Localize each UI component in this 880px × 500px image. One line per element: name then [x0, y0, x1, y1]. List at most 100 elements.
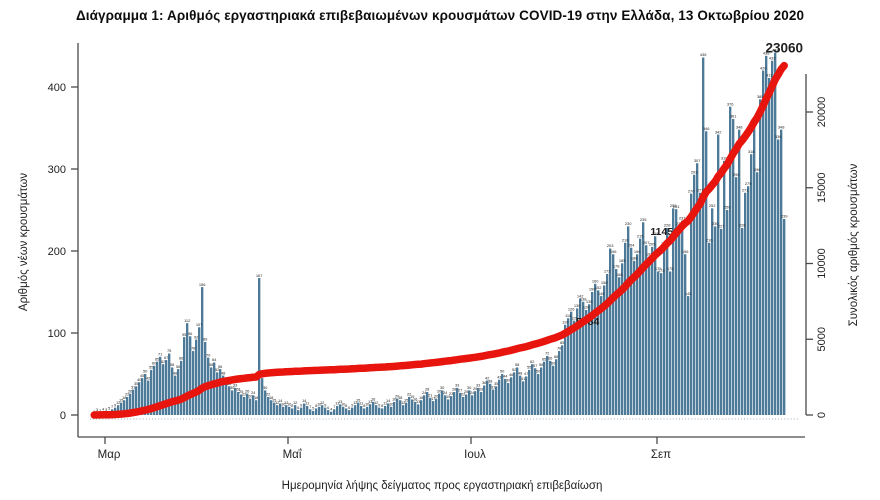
bar	[192, 351, 195, 415]
bar	[285, 405, 288, 415]
bar	[231, 390, 234, 415]
bar	[711, 208, 714, 415]
annotations-above-line: 23060	[765, 41, 803, 56]
bar	[336, 405, 339, 415]
bar	[645, 245, 648, 415]
bar	[666, 228, 669, 415]
bar-value-label: 48	[221, 370, 226, 375]
bar	[549, 360, 552, 415]
bar	[132, 389, 135, 415]
bar-value-label: 13	[338, 399, 343, 404]
bar	[579, 298, 582, 415]
bar	[648, 256, 651, 415]
bar	[633, 260, 636, 415]
bar-value-label: 239	[781, 214, 788, 219]
bar	[288, 406, 291, 415]
bar	[465, 394, 468, 415]
bar-value-label: 70	[206, 352, 211, 357]
bar-value-label: 376	[727, 101, 734, 106]
bar	[180, 360, 183, 415]
bar	[216, 372, 219, 415]
bar-value-label: 196	[682, 249, 689, 254]
bar	[444, 395, 447, 415]
bar	[495, 386, 498, 415]
bar	[276, 405, 279, 415]
bar	[234, 387, 237, 415]
bar	[768, 77, 771, 415]
bar	[552, 365, 555, 415]
bar-value-label: 172	[604, 269, 611, 274]
bar-value-label: 55	[527, 365, 532, 370]
bar-value-label: 279	[745, 181, 752, 186]
bar	[723, 160, 726, 415]
bar	[459, 392, 462, 415]
y-left-tick-label: 200	[48, 246, 66, 258]
bar-value-label: 235	[640, 217, 647, 222]
bar	[318, 406, 321, 415]
bar	[291, 408, 294, 415]
y-left-axis-title: Αριθμός νέων κρουσμάτων	[18, 173, 30, 311]
bar-value-label: 4	[102, 406, 105, 411]
y-right-tick-label: 0	[816, 412, 828, 418]
bar	[693, 174, 696, 415]
bar-value-label: 15	[119, 397, 124, 402]
bar-value-label: 210	[706, 238, 713, 243]
bar-value-label: 20	[248, 393, 253, 398]
bar-value-label: 168	[616, 272, 623, 277]
bar-value-label: 60	[152, 361, 157, 366]
bar	[432, 401, 435, 415]
bar	[117, 405, 120, 415]
bar	[255, 400, 258, 415]
bar-value-label: 42	[146, 375, 151, 380]
bar	[237, 392, 240, 415]
bar-value-label: 23	[449, 391, 454, 396]
bar-value-label: 12	[320, 400, 325, 405]
bar-value-label: 31	[491, 384, 496, 389]
bar	[342, 406, 345, 415]
bar	[189, 336, 192, 415]
bar	[609, 248, 612, 415]
bar-value-label: 67	[164, 355, 169, 360]
bar	[147, 380, 150, 415]
bar	[294, 405, 297, 415]
bar-value-label: 318	[748, 149, 755, 154]
bar	[738, 129, 741, 415]
bar	[129, 393, 132, 415]
bar	[570, 311, 573, 415]
bar-value-label: 185	[619, 258, 626, 263]
bar-value-label: 385	[757, 94, 764, 99]
bar	[228, 386, 231, 415]
bar	[744, 192, 747, 415]
y-right-tick-label: 5000	[816, 327, 828, 351]
bar-value-label: 44	[503, 374, 508, 379]
bar-value-label: 78	[557, 346, 562, 351]
bar-value-label: 6	[297, 405, 300, 410]
bar-value-label: 348	[778, 124, 785, 129]
bar	[684, 254, 687, 415]
bar	[726, 210, 729, 415]
bar	[537, 374, 540, 415]
bar	[576, 308, 579, 415]
bar-value-label: 55	[149, 365, 154, 370]
bar-value-label: 361	[730, 114, 737, 119]
bar	[519, 375, 522, 415]
bar-value-label: 10	[389, 402, 394, 407]
bar	[522, 381, 525, 415]
bar-value-label: 16	[413, 397, 418, 402]
bar	[150, 369, 153, 415]
bar	[393, 401, 396, 415]
bar	[168, 353, 171, 415]
bar-value-label: 35	[134, 381, 139, 386]
bar-value-label: 26	[245, 388, 250, 393]
bar-value-label: 230	[625, 221, 632, 226]
bar-value-label: 16	[371, 397, 376, 402]
x-month-tick-label: Μαρ	[98, 449, 121, 461]
bar	[165, 360, 168, 415]
bar-value-label: 10	[317, 402, 322, 407]
bar-value-label: 29	[473, 386, 478, 391]
bar	[120, 402, 123, 415]
bar	[456, 387, 459, 415]
bar	[222, 375, 225, 415]
bar-value-label: 252	[709, 203, 716, 208]
